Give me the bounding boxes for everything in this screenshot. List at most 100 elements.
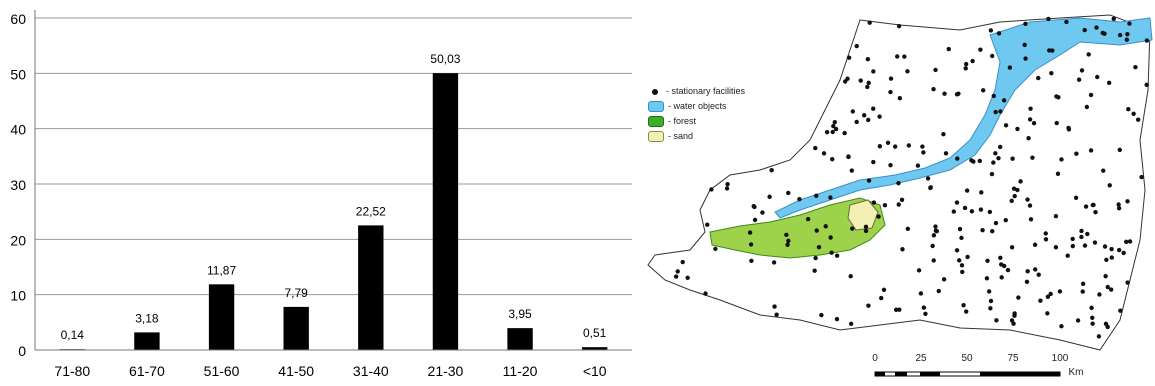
bar-value-label: 50,03 — [430, 52, 460, 66]
facility-dot — [1089, 305, 1094, 311]
facility-dot — [866, 80, 871, 86]
facility-dot — [933, 224, 938, 229]
facility-dot — [833, 126, 839, 132]
facility-dot — [866, 303, 871, 308]
bar-chart: 0 10 20 30 40 50 60 71-80 61-70 51-60 41-50 31-40 2… — [10, 10, 632, 379]
facility-dot — [1007, 65, 1013, 70]
bar-value-label: 3,95 — [508, 307, 532, 321]
y-tick-label: 10 — [10, 288, 26, 304]
facility-dot — [848, 274, 853, 279]
facility-dot — [1003, 217, 1008, 223]
facility-dot — [685, 275, 690, 280]
facility-dot — [877, 144, 883, 149]
facility-dot — [828, 235, 833, 240]
facility-dot — [1125, 31, 1130, 37]
facility-dot — [954, 248, 960, 253]
facility-dot — [1049, 71, 1054, 76]
x-tick-label: 51-60 — [204, 363, 240, 379]
facility-dot — [1083, 204, 1089, 209]
bar — [134, 332, 160, 350]
facility-dot — [920, 144, 925, 149]
facility-dot — [1101, 168, 1106, 173]
scale-label-0: 0 — [872, 353, 878, 364]
x-tick-label: 11-20 — [503, 363, 538, 379]
facility-dot — [1036, 75, 1041, 81]
scale-unit: Km — [1068, 367, 1084, 378]
facility-dot — [831, 123, 836, 129]
facility-dot — [1016, 295, 1021, 300]
facility-dot — [1106, 80, 1112, 86]
facility-dot — [961, 302, 966, 308]
facility-dot — [981, 88, 986, 93]
facility-dot — [675, 269, 680, 274]
facility-dot — [1048, 291, 1053, 297]
facility-dot — [854, 119, 859, 125]
facility-dot — [933, 228, 939, 233]
facility-dot — [895, 54, 900, 59]
facility-dot — [821, 151, 827, 156]
facility-dot — [767, 194, 772, 199]
facility-dot — [819, 312, 824, 318]
facility-dot — [951, 209, 957, 214]
facility-dot — [865, 56, 871, 62]
facility-dot — [1033, 267, 1038, 272]
facility-dot — [1064, 19, 1069, 25]
facility-dot — [1012, 313, 1017, 318]
facility-dot — [1009, 318, 1015, 323]
facility-dot — [866, 178, 872, 183]
facility-dot — [1005, 267, 1011, 273]
forest-swatch-icon — [648, 116, 664, 128]
facility-dot — [1096, 334, 1102, 339]
facility-dot — [854, 43, 859, 49]
facility-dot — [879, 295, 884, 301]
facility-dot — [1074, 151, 1079, 156]
facility-dot — [797, 196, 802, 202]
facility-dot — [1121, 250, 1126, 256]
facility-dot — [993, 109, 998, 115]
facility-dot — [921, 150, 926, 155]
facility-dot — [1032, 242, 1038, 247]
facility-dot — [897, 307, 902, 312]
y-tick-label: 20 — [10, 232, 26, 248]
facility-dot — [1079, 234, 1084, 240]
facility-dot — [905, 226, 911, 232]
facility-dot — [832, 120, 837, 125]
facility-dot — [996, 31, 1002, 36]
facility-dot — [1059, 157, 1064, 162]
bar — [432, 73, 459, 351]
facility-dot — [957, 226, 963, 232]
facility-dot — [1125, 280, 1130, 285]
facility-dot — [988, 298, 994, 304]
facility-dot — [916, 268, 922, 273]
facility-dot — [1085, 231, 1090, 237]
facility-dot — [991, 93, 996, 99]
facility-dot — [989, 53, 995, 59]
facility-dot — [964, 309, 969, 314]
y-tick-label: 30 — [10, 177, 26, 193]
facility-dot — [969, 158, 974, 163]
facility-dot — [1080, 289, 1085, 294]
facility-dot — [1070, 243, 1076, 249]
facility-dot — [747, 230, 753, 235]
facility-dot — [1131, 111, 1136, 117]
facility-dot — [1026, 136, 1031, 141]
facility-dot — [813, 145, 818, 151]
facility-dot — [1117, 147, 1122, 153]
facility-dot — [896, 202, 901, 207]
facility-dot — [877, 114, 882, 119]
y-tick-label: 60 — [10, 11, 26, 27]
facility-dot — [896, 23, 902, 29]
stationary-facilities — [673, 16, 1150, 339]
facility-dot — [1144, 38, 1150, 43]
facility-dot — [1012, 193, 1017, 199]
facility-dot — [1102, 244, 1108, 249]
facility-dot — [1118, 308, 1123, 313]
facility-dot — [1082, 243, 1088, 248]
facility-dot — [1027, 203, 1033, 208]
facility-dot — [863, 228, 869, 234]
facility-dot — [896, 181, 901, 186]
facility-dot — [977, 158, 982, 164]
facility-dot — [960, 269, 965, 275]
facility-dot — [965, 254, 970, 260]
facility-dot — [1117, 32, 1123, 38]
